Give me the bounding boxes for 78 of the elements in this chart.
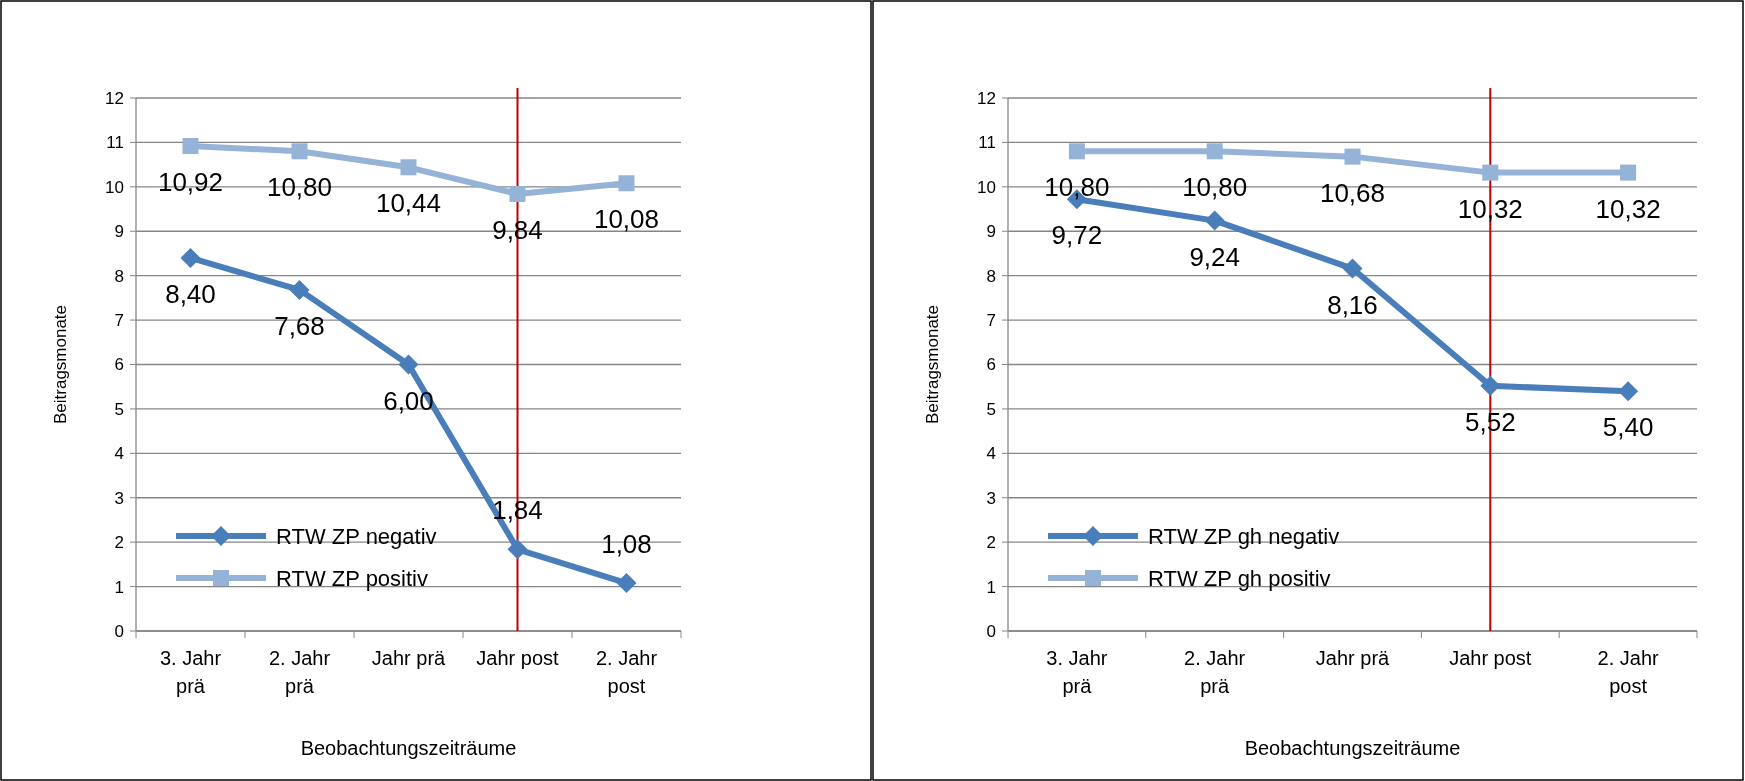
point bbox=[289, 279, 310, 300]
y-axis-title: Beitragsmonate bbox=[51, 304, 70, 425]
y-tick-label: 9 bbox=[114, 222, 124, 242]
point bbox=[509, 185, 526, 202]
point bbox=[1482, 164, 1499, 181]
x-tick-label: 2. Jahr post bbox=[1597, 647, 1659, 697]
legend-label: RTW ZP gh negativ bbox=[1148, 523, 1340, 549]
data-label: 10,68 bbox=[1319, 177, 1386, 208]
data-label: 10,80 bbox=[1044, 172, 1110, 203]
y-tick-label: 5 bbox=[114, 399, 124, 419]
y-tick-label: 6 bbox=[986, 355, 996, 375]
y-tick-label: 7 bbox=[114, 311, 124, 331]
data-label: 10,08 bbox=[593, 204, 660, 235]
x-tick-label: Jahr prä bbox=[371, 647, 447, 669]
point bbox=[1480, 375, 1501, 396]
point bbox=[180, 247, 201, 268]
y-tick-label: 9 bbox=[986, 222, 996, 242]
y-tick-label: 12 bbox=[105, 88, 124, 108]
x-tick-label: 3. Jahr prä bbox=[159, 647, 222, 697]
y-tick-label: 0 bbox=[114, 621, 124, 641]
y-tick-label: 4 bbox=[986, 444, 996, 464]
data-label: 8,16 bbox=[1327, 289, 1378, 320]
point bbox=[507, 539, 528, 560]
y-tick-label: 4 bbox=[114, 444, 124, 464]
y-axis-title: Beitragsmonate bbox=[923, 304, 942, 425]
x-axis-title: Beobachtungszeiträume bbox=[300, 737, 517, 759]
data-label: 10,80 bbox=[1182, 172, 1248, 203]
point bbox=[291, 143, 308, 160]
data-label: 9,24 bbox=[1189, 241, 1240, 272]
point bbox=[618, 175, 635, 192]
y-tick-label: 8 bbox=[986, 266, 996, 286]
x-axis-title: Beobachtungszeiträume bbox=[1244, 737, 1461, 759]
point bbox=[1206, 143, 1223, 160]
y-tick-label: 11 bbox=[978, 133, 996, 153]
y-tick-label: 8 bbox=[114, 266, 124, 286]
data-label: 10,80 bbox=[266, 172, 333, 203]
point bbox=[400, 159, 417, 176]
x-tick-label: Jahr prä bbox=[1315, 647, 1391, 669]
legend-label: RTW ZP positiv bbox=[276, 565, 428, 591]
y-tick-label: 3 bbox=[986, 488, 996, 508]
point bbox=[1618, 381, 1639, 402]
point bbox=[616, 573, 637, 594]
legend-label: RTW ZP gh positiv bbox=[1148, 565, 1331, 591]
data-label: 10,44 bbox=[375, 188, 442, 219]
data-label: 7,68 bbox=[274, 310, 325, 341]
point bbox=[1204, 210, 1225, 231]
point bbox=[398, 354, 419, 375]
point bbox=[182, 137, 199, 154]
x-tick-label: 2. Jahr prä bbox=[268, 647, 331, 697]
y-tick-label: 10 bbox=[105, 177, 124, 197]
y-tick-label: 2 bbox=[114, 533, 124, 553]
data-label: 1,08 bbox=[601, 529, 652, 560]
point bbox=[1344, 148, 1361, 165]
data-label: 5,40 bbox=[1602, 412, 1654, 443]
y-tick-label: 1 bbox=[986, 577, 996, 597]
y-tick-label: 0 bbox=[986, 621, 996, 641]
y-tick-label: 10 bbox=[977, 177, 996, 197]
y-tick-label: 7 bbox=[986, 311, 996, 331]
y-tick-label: 2 bbox=[986, 533, 996, 553]
y-tick-label: 11 bbox=[106, 133, 124, 153]
point bbox=[1342, 258, 1363, 279]
y-tick-label: 1 bbox=[114, 577, 124, 597]
x-tick-label: 2. Jahr prä bbox=[1184, 647, 1246, 697]
y-tick-label: 3 bbox=[114, 488, 124, 508]
data-label: 10,92 bbox=[157, 166, 224, 197]
legend-label: RTW ZP negativ bbox=[276, 523, 437, 549]
point bbox=[1068, 143, 1085, 160]
y-tick-label: 12 bbox=[977, 88, 996, 108]
data-label: 10,32 bbox=[1595, 193, 1661, 224]
x-tick-label: Jahr post bbox=[1449, 647, 1532, 669]
x-tick-label: Jahr post bbox=[476, 647, 560, 669]
point bbox=[1620, 164, 1637, 181]
y-tick-label: 6 bbox=[114, 355, 124, 375]
data-label: 8,40 bbox=[165, 278, 216, 309]
x-tick-label: 2. Jahr post bbox=[595, 647, 658, 697]
y-tick-label: 5 bbox=[986, 399, 996, 419]
x-tick-label: 3. Jahr prä bbox=[1046, 647, 1108, 697]
data-label: 9,72 bbox=[1051, 220, 1103, 251]
